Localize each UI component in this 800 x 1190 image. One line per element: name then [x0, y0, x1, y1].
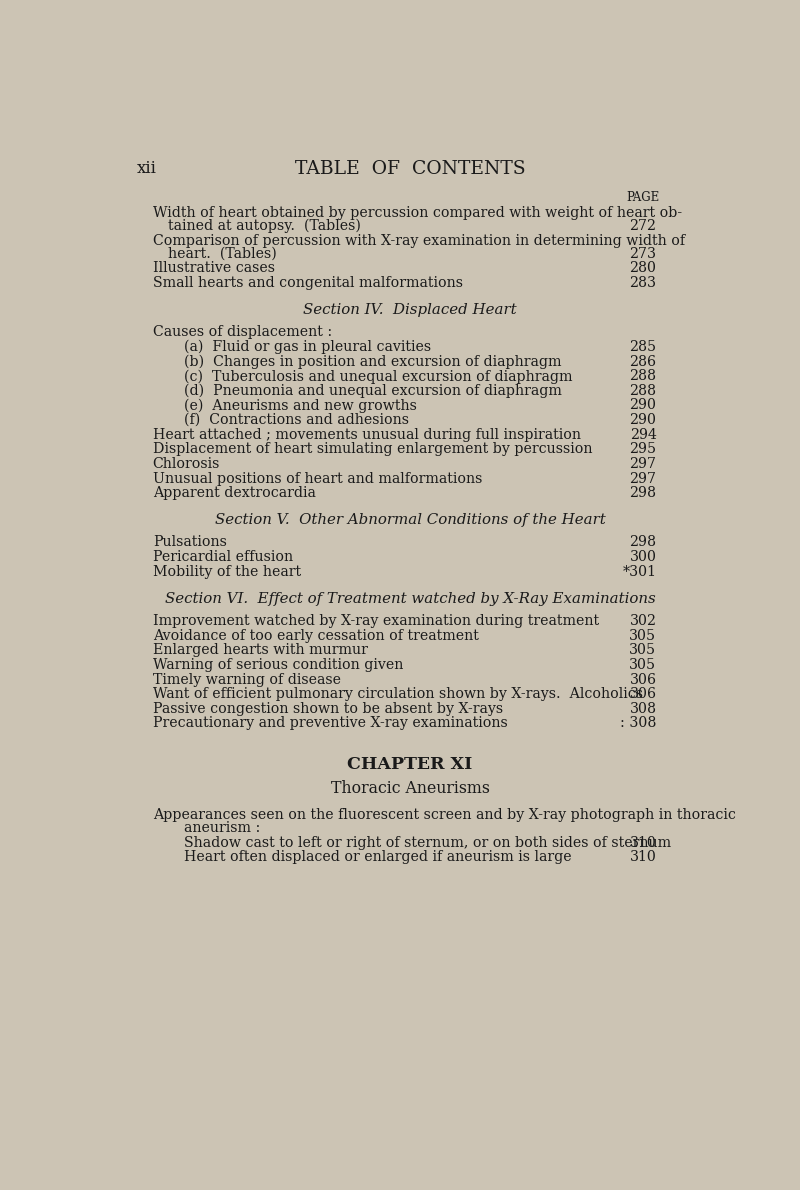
Text: 283: 283: [630, 276, 657, 290]
Text: 310: 310: [630, 835, 657, 850]
Text: 294: 294: [630, 427, 657, 441]
Text: (b)  Changes in position and excursion of diaphragm: (b) Changes in position and excursion of…: [184, 355, 562, 369]
Text: 310: 310: [630, 851, 657, 864]
Text: Illustrative cases: Illustrative cases: [153, 262, 274, 275]
Text: 295: 295: [630, 443, 657, 456]
Text: PAGE: PAGE: [626, 192, 659, 205]
Text: 290: 290: [630, 399, 657, 413]
Text: Displacement of heart simulating enlargement by percussion: Displacement of heart simulating enlarge…: [153, 443, 592, 456]
Text: heart.  (Tables): heart. (Tables): [168, 246, 277, 261]
Text: (f)  Contractions and adhesions: (f) Contractions and adhesions: [184, 413, 409, 427]
Text: 288: 288: [630, 384, 657, 397]
Text: 285: 285: [630, 340, 657, 353]
Text: 308: 308: [630, 702, 657, 716]
Text: Want of efficient pulmonary circulation shown by X-rays.  Alcoholics: Want of efficient pulmonary circulation …: [153, 687, 642, 701]
Text: Section VI.  Effect of Treatment watched by X-Ray Examinations: Section VI. Effect of Treatment watched …: [165, 591, 655, 606]
Text: Enlarged hearts with murmur: Enlarged hearts with murmur: [153, 644, 367, 657]
Text: Unusual positions of heart and malformations: Unusual positions of heart and malformat…: [153, 471, 482, 486]
Text: Section V.  Other Abnormal Conditions of the Heart: Section V. Other Abnormal Conditions of …: [214, 513, 606, 527]
Text: 300: 300: [630, 550, 657, 564]
Text: 306: 306: [630, 672, 657, 687]
Text: CHAPTER XI: CHAPTER XI: [347, 756, 473, 772]
Text: Passive congestion shown to be absent by X-rays: Passive congestion shown to be absent by…: [153, 702, 503, 716]
Text: (a)  Fluid or gas in pleural cavities: (a) Fluid or gas in pleural cavities: [184, 340, 431, 355]
Text: Warning of serious condition given: Warning of serious condition given: [153, 658, 403, 672]
Text: Timely warning of disease: Timely warning of disease: [153, 672, 341, 687]
Text: xii: xii: [138, 159, 157, 177]
Text: 280: 280: [630, 262, 657, 275]
Text: 297: 297: [630, 471, 657, 486]
Text: 302: 302: [630, 614, 657, 628]
Text: *301: *301: [622, 565, 657, 578]
Text: Improvement watched by X-ray examination during treatment: Improvement watched by X-ray examination…: [153, 614, 599, 628]
Text: 305: 305: [630, 644, 657, 657]
Text: Heart attached ; movements unusual during full inspiration: Heart attached ; movements unusual durin…: [153, 427, 581, 441]
Text: 298: 298: [630, 536, 657, 550]
Text: 305: 305: [630, 658, 657, 672]
Text: 297: 297: [630, 457, 657, 471]
Text: Pulsations: Pulsations: [153, 536, 226, 550]
Text: : 308: : 308: [620, 716, 657, 731]
Text: Heart often displaced or enlarged if aneurism is large: Heart often displaced or enlarged if ane…: [184, 851, 571, 864]
Text: 288: 288: [630, 369, 657, 383]
Text: Causes of displacement :: Causes of displacement :: [153, 325, 332, 339]
Text: Thoracic Aneurisms: Thoracic Aneurisms: [330, 779, 490, 796]
Text: 290: 290: [630, 413, 657, 427]
Text: TABLE  OF  CONTENTS: TABLE OF CONTENTS: [294, 159, 526, 177]
Text: Comparison of percussion with X-ray examination in determining width of: Comparison of percussion with X-ray exam…: [153, 233, 685, 248]
Text: 306: 306: [630, 687, 657, 701]
Text: Precautionary and preventive X-ray examinations: Precautionary and preventive X-ray exami…: [153, 716, 507, 731]
Text: Section IV.  Displaced Heart: Section IV. Displaced Heart: [303, 303, 517, 317]
Text: (e)  Aneurisms and new growths: (e) Aneurisms and new growths: [184, 399, 417, 413]
Text: aneurism :: aneurism :: [184, 821, 260, 835]
Text: 273: 273: [630, 246, 657, 261]
Text: Apparent dextrocardia: Apparent dextrocardia: [153, 487, 315, 500]
Text: Chlorosis: Chlorosis: [153, 457, 220, 471]
Text: (d)  Pneumonia and unequal excursion of diaphragm: (d) Pneumonia and unequal excursion of d…: [184, 384, 562, 399]
Text: Small hearts and congenital malformations: Small hearts and congenital malformation…: [153, 276, 462, 290]
Text: tained at autopsy.  (Tables): tained at autopsy. (Tables): [168, 219, 361, 233]
Text: Appearances seen on the fluorescent screen and by X-ray photograph in thoracic: Appearances seen on the fluorescent scre…: [153, 808, 735, 822]
Text: 272: 272: [630, 219, 657, 233]
Text: 305: 305: [630, 628, 657, 643]
Text: Avoidance of too early cessation of treatment: Avoidance of too early cessation of trea…: [153, 628, 478, 643]
Text: 286: 286: [630, 355, 657, 369]
Text: Width of heart obtained by percussion compared with weight of heart ob-: Width of heart obtained by percussion co…: [153, 206, 682, 220]
Text: (c)  Tuberculosis and unequal excursion of diaphragm: (c) Tuberculosis and unequal excursion o…: [184, 369, 572, 383]
Text: Pericardial effusion: Pericardial effusion: [153, 550, 293, 564]
Text: Mobility of the heart: Mobility of the heart: [153, 565, 301, 578]
Text: Shadow cast to left or right of sternum, or on both sides of sternum: Shadow cast to left or right of sternum,…: [184, 835, 671, 850]
Text: 298: 298: [630, 487, 657, 500]
